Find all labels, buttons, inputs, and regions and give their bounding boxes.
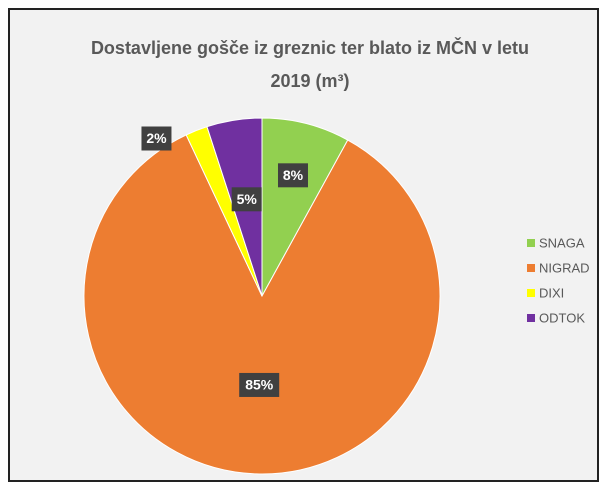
pie-slice [83, 134, 441, 475]
legend-marker [527, 314, 535, 322]
data-label: 5% [237, 191, 258, 207]
data-label-box [141, 126, 172, 151]
data-label: 85% [245, 377, 274, 393]
data-label-box [277, 163, 308, 188]
legend-label: SNAGA [539, 235, 585, 250]
legend-marker [527, 264, 535, 272]
data-label-box [239, 372, 280, 397]
data-label: 8% [283, 167, 304, 183]
data-label-box [231, 187, 262, 212]
legend-marker [527, 289, 535, 297]
legend-label: DIXI [539, 285, 564, 300]
chart-title: Dostavljene gošče iz greznic ter blato i… [90, 38, 530, 91]
legend-label: NIGRAD [539, 260, 590, 275]
legend-label: ODTOK [539, 310, 585, 325]
pie-slice [261, 117, 349, 297]
legend-marker [527, 239, 535, 247]
data-label: 2% [146, 130, 167, 146]
